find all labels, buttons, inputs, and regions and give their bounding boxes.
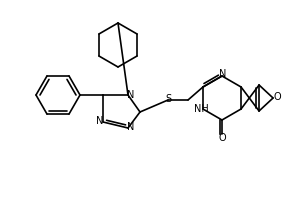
Text: O: O (273, 92, 281, 102)
Text: NH: NH (194, 104, 208, 114)
Text: N: N (127, 122, 135, 132)
Text: O: O (218, 133, 226, 143)
Text: S: S (165, 94, 171, 104)
Text: N: N (219, 69, 227, 79)
Text: N: N (127, 90, 135, 100)
Text: N: N (96, 116, 104, 126)
